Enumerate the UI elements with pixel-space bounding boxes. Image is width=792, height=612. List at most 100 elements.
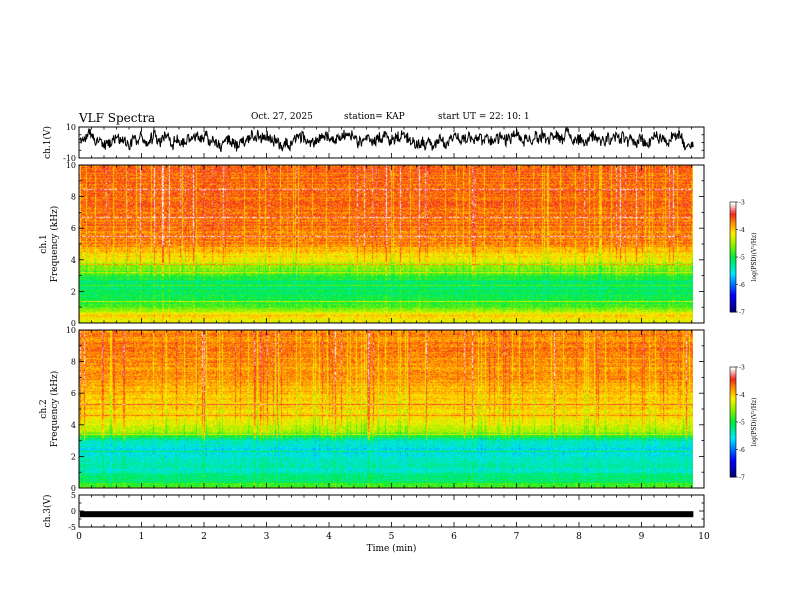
ch1-colorbar-segment [730,214,736,218]
ch2-colorbar-segment [730,418,736,421]
ch2-colorbar-segment [730,392,736,395]
ch2-colorbar-segment [730,422,736,425]
ch1-spectrogram-heatmap [79,165,693,323]
ch1-colorbar-segment [730,209,736,212]
ch2-colorbar-segment [730,425,736,428]
ch2-spectrogram-ylabel-channel: ch.2 [39,399,49,418]
ch1-colorbar-segment [730,297,736,300]
ch1-colorbar-segment [730,266,736,269]
ch1-colorbar-segment [730,255,736,258]
ch2-spectrogram-ylabel: Frequency (kHz) [49,371,60,448]
ch3-waveform-panel [80,511,694,518]
ch1-spectrogram-ylabel: Frequency (kHz) [49,206,60,283]
ch1-colorbar-segment [730,295,736,298]
figure-title: VLF Spectra [79,111,156,125]
ch2-spectrogram-heatmap [79,330,693,488]
ch2-spectrogram-panel [79,330,693,488]
ch1-colorbar-segment [730,290,736,293]
ch1-colorbar-segment [730,222,736,225]
ch1-colorbar-segment [730,260,736,263]
ch2-colorbar-segment [730,416,736,419]
ch2-colorbar-tick-label: -6 [739,447,745,454]
ch1-colorbar-segment [730,310,736,313]
ch1-colorbar-segment [730,280,736,284]
ch2-colorbar-segment [730,420,736,423]
ch2-colorbar-segment [730,398,736,401]
ch1-colorbar-tick-label: -7 [739,310,745,317]
x-tick-label: 8 [576,532,582,542]
ch1-colorbar-segment [730,279,736,282]
ch2-colorbar-segment [730,469,736,472]
x-tick-label: 3 [264,532,270,542]
x-tick-label: 2 [201,532,207,542]
ch1-colorbar-segment [730,249,736,252]
ch2-colorbar-segment [730,372,736,375]
ch1-waveform-line [79,126,694,153]
ch2-colorbar-segment [730,466,736,469]
ch1-colorbar-segment [730,247,736,251]
ch1-colorbar-segment [730,282,736,285]
ch1-colorbar-segment [730,271,736,274]
ch1-colorbar-segment [730,227,736,230]
ch2-colorbar-label: log(PSD)(V²/Hz) [751,398,758,447]
ch2-colorbar-segment [730,423,736,427]
ch2-colorbar-segment [730,444,736,447]
ch2-colorbar-segment [730,442,736,445]
ch2-colorbar-segment [730,440,736,443]
ch3-waveform-ylabel: ch.3(V) [42,495,53,528]
ch1-colorbar-segment [730,302,736,306]
ch2-colorbar-tick-label: -5 [739,420,745,427]
ch2-colorbar-segment [730,411,736,414]
ch3-waveform-ytick-label: 5 [71,491,76,500]
ch1-colorbar-segment [730,293,736,296]
ch1-colorbar-segment [730,220,736,223]
ch1-colorbar-segment [730,291,736,295]
ch1-waveform-panel [79,126,694,153]
ch2-colorbar-segment [730,427,736,430]
ch2-colorbar-segment [730,455,736,458]
ch1-spectrogram-ytick-label: 0 [71,319,76,328]
ch3-waveform-ytick-label: 0 [71,507,76,516]
ch1-waveform-ylabel: ch.1(V) [42,126,53,159]
ch1-colorbar-tick-label: -5 [739,255,745,262]
x-axis-title: Time (min) [367,543,417,554]
ch2-colorbar-segment [730,400,736,403]
ch1-colorbar-segment [730,218,736,221]
ch2-colorbar-segment [730,434,736,438]
ch1-spectrogram-ytick-label: 2 [71,287,76,296]
ch2-colorbar-segment [730,438,736,441]
ch2-spectrogram-ytick-label: 4 [71,421,76,430]
ch1-colorbar-label: log(PSD)(V²/Hz) [751,233,758,282]
ch2-colorbar-tick-label: -4 [739,392,745,399]
date-label: Oct. 27, 2025 [251,112,313,122]
ch1-colorbar-segment [730,251,736,254]
ch1-colorbar-segment [730,242,736,245]
ch2-colorbar-segment [730,383,736,386]
axes-frames [78,126,705,528]
x-tick-label: 4 [326,532,332,542]
ch2-colorbar-segment [730,462,736,465]
ch2-colorbar-segment [730,405,736,408]
station-label: station= KAP [344,112,405,122]
ch2-colorbar-segment [730,403,736,406]
ch2-colorbar-segment [730,473,736,476]
ch2-colorbar-segment [730,460,736,463]
ch1-colorbar-segment [730,205,736,208]
ch1-colorbar-segment [730,304,736,307]
ch1-colorbar-segment [730,253,736,256]
ch1-colorbar-segment [730,277,736,280]
ch2-colorbar-segment [730,379,736,383]
ch1-spectrogram-ylabel-channel: ch.1 [39,234,49,253]
ch1-colorbar-segment [730,238,736,241]
ch2-colorbar-segment [730,431,736,434]
ch2-colorbar-segment [730,414,736,417]
ch1-colorbar-segment [730,299,736,302]
ch2-colorbar-segment [730,381,736,384]
ch1-spectrogram-ytick-label: 10 [66,161,76,170]
ch2-colorbar-segment [730,396,736,399]
ch1-colorbar-segment [730,268,736,271]
ch2-colorbar-segment [730,475,736,478]
ch2-colorbar-segment [730,412,736,416]
ch1-colorbar-segment [730,275,736,278]
